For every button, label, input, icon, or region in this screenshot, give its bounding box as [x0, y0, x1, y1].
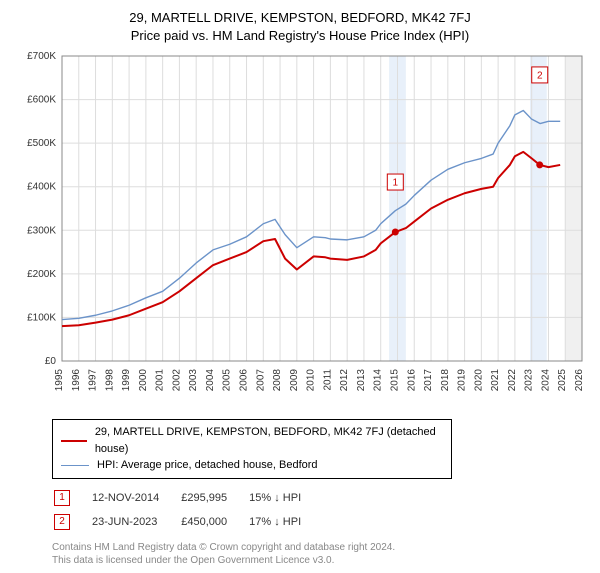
- legend-label: 29, MARTELL DRIVE, KEMPSTON, BEDFORD, MK…: [95, 424, 443, 457]
- svg-text:2004: 2004: [205, 369, 216, 392]
- svg-text:2015: 2015: [389, 369, 400, 392]
- chart-subtitle: Price paid vs. HM Land Registry's House …: [12, 28, 588, 43]
- svg-text:£300K: £300K: [27, 225, 56, 236]
- svg-text:2019: 2019: [457, 369, 468, 392]
- svg-text:2017: 2017: [423, 369, 434, 392]
- svg-text:2: 2: [537, 70, 543, 81]
- legend-row: HPI: Average price, detached house, Bedf…: [61, 457, 443, 474]
- transaction-dot: [392, 229, 399, 236]
- svg-text:2025: 2025: [557, 369, 568, 392]
- svg-text:2018: 2018: [440, 369, 451, 392]
- svg-text:1: 1: [393, 178, 399, 189]
- svg-text:1998: 1998: [104, 369, 115, 392]
- svg-text:£0: £0: [45, 356, 57, 367]
- svg-text:2026: 2026: [574, 369, 585, 392]
- svg-text:2016: 2016: [406, 369, 417, 392]
- transaction-delta: 15% ↓ HPI: [249, 487, 321, 509]
- svg-text:2005: 2005: [222, 369, 233, 392]
- svg-text:2021: 2021: [490, 369, 501, 392]
- svg-text:2007: 2007: [255, 369, 266, 392]
- svg-text:£200K: £200K: [27, 269, 56, 280]
- svg-text:2006: 2006: [239, 369, 250, 392]
- svg-text:2011: 2011: [322, 369, 333, 391]
- svg-text:£400K: £400K: [27, 182, 56, 193]
- svg-text:1995: 1995: [54, 369, 65, 392]
- svg-text:2020: 2020: [473, 369, 484, 392]
- transaction-price: £450,000: [181, 511, 247, 533]
- footer-line-2: This data is licensed under the Open Gov…: [52, 554, 588, 567]
- chart-container: 29, MARTELL DRIVE, KEMPSTON, BEDFORD, MK…: [0, 0, 600, 573]
- svg-text:1999: 1999: [121, 369, 132, 392]
- transaction-date: 23-JUN-2023: [92, 511, 179, 533]
- svg-text:2024: 2024: [540, 369, 551, 392]
- svg-text:2009: 2009: [289, 369, 300, 392]
- marker-badge: 2: [54, 514, 70, 530]
- legend-row: 29, MARTELL DRIVE, KEMPSTON, BEDFORD, MK…: [61, 424, 443, 457]
- svg-text:2022: 2022: [507, 369, 518, 392]
- legend-swatch: [61, 465, 89, 466]
- svg-text:2003: 2003: [188, 369, 199, 392]
- svg-text:2013: 2013: [356, 369, 367, 392]
- svg-text:1997: 1997: [88, 369, 99, 392]
- transaction-dot: [536, 161, 543, 168]
- svg-text:£600K: £600K: [27, 95, 56, 106]
- transaction-price: £295,995: [181, 487, 247, 509]
- transaction-delta: 17% ↓ HPI: [249, 511, 321, 533]
- svg-text:2008: 2008: [272, 369, 283, 392]
- legend-swatch: [61, 440, 87, 442]
- line-chart-svg: £0 £100K £200K £300K £400K £500K £600K £700K 199…: [12, 51, 588, 411]
- svg-text:£700K: £700K: [27, 51, 56, 62]
- transaction-date: 12-NOV-2014: [92, 487, 179, 509]
- legend: 29, MARTELL DRIVE, KEMPSTON, BEDFORD, MK…: [52, 419, 452, 479]
- chart-plot: £0 £100K £200K £300K £400K £500K £600K £700K 199…: [12, 51, 588, 411]
- transaction-row: 2 23-JUN-2023£450,00017% ↓ HPI: [54, 511, 321, 533]
- svg-text:£500K: £500K: [27, 138, 56, 149]
- svg-text:2001: 2001: [155, 369, 166, 392]
- footer-line-1: Contains HM Land Registry data © Crown c…: [52, 541, 588, 554]
- svg-text:1996: 1996: [71, 369, 82, 392]
- svg-text:2000: 2000: [138, 369, 149, 392]
- svg-text:2023: 2023: [524, 369, 535, 392]
- svg-text:2014: 2014: [373, 369, 384, 392]
- svg-text:2012: 2012: [339, 369, 350, 392]
- svg-text:2002: 2002: [171, 369, 182, 392]
- marker-badge: 1: [54, 490, 70, 506]
- footer-attribution: Contains HM Land Registry data © Crown c…: [52, 541, 588, 567]
- svg-text:£100K: £100K: [27, 312, 56, 323]
- svg-text:2010: 2010: [306, 369, 317, 392]
- legend-label: HPI: Average price, detached house, Bedf…: [97, 457, 318, 474]
- transaction-row: 1 12-NOV-2014£295,99515% ↓ HPI: [54, 487, 321, 509]
- transactions-table: 1 12-NOV-2014£295,99515% ↓ HPI 2 23-JUN-202…: [52, 485, 323, 535]
- chart-title: 29, MARTELL DRIVE, KEMPSTON, BEDFORD, MK…: [12, 10, 588, 25]
